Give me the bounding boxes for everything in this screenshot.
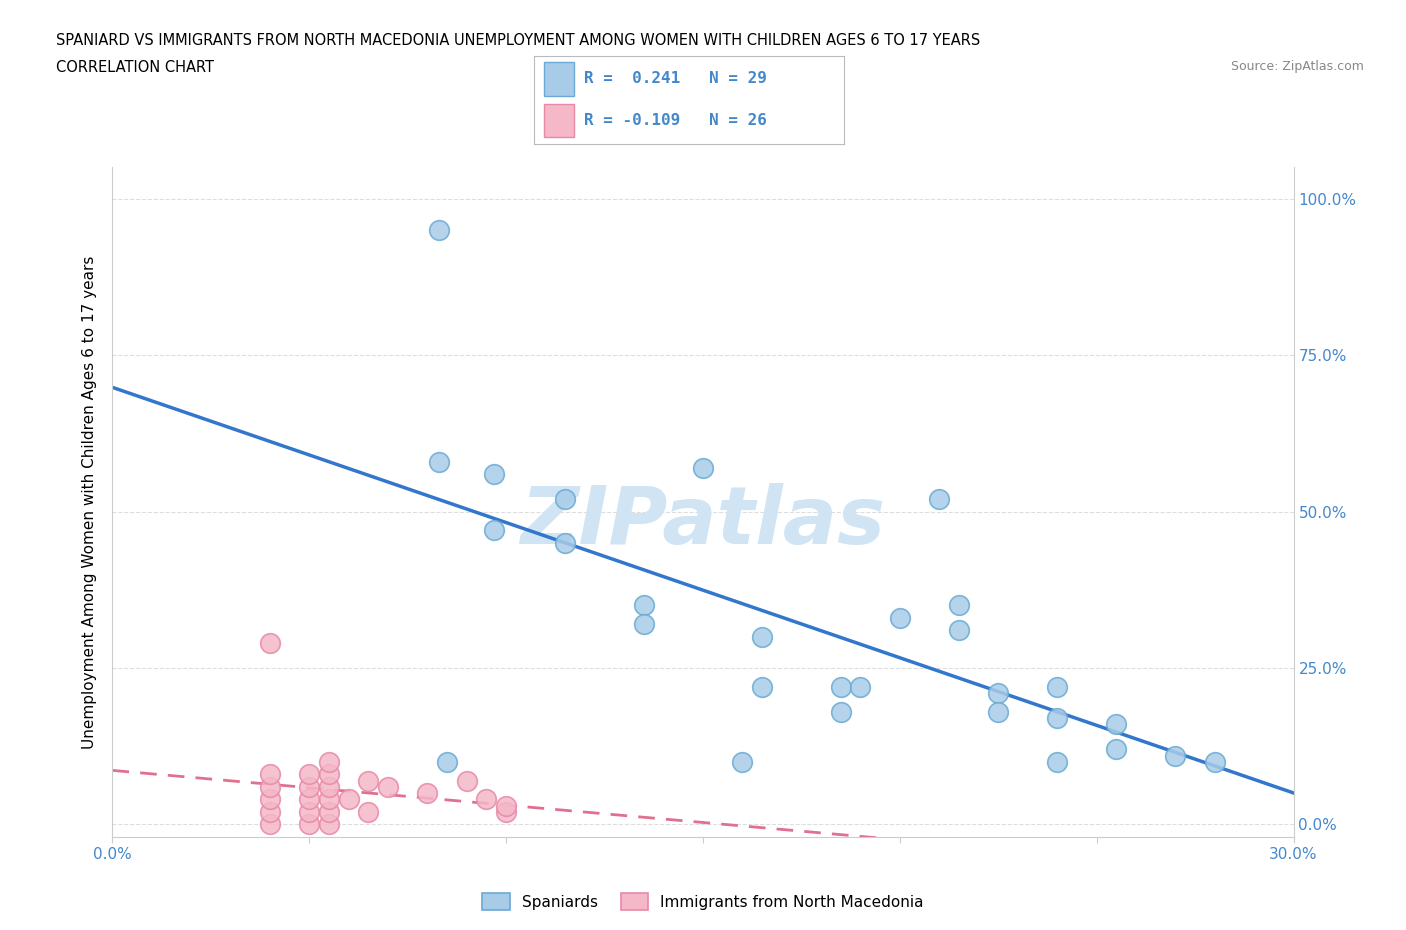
Point (298, 767, 321, 782)
Point (318, 792, 340, 807)
Text: Source: ZipAtlas.com: Source: ZipAtlas.com (1230, 60, 1364, 73)
Point (318, 817, 340, 832)
Point (928, 492, 950, 507)
Point (484, 523, 506, 538)
Point (318, 779, 340, 794)
Point (830, 680, 852, 695)
Point (948, 623, 970, 638)
Legend: Spaniards, Immigrants from North Macedonia: Spaniards, Immigrants from North Macedon… (477, 886, 929, 916)
Bar (544, 103, 575, 137)
Point (554, 492, 576, 507)
Point (337, 792, 360, 807)
Text: SPANIARD VS IMMIGRANTS FROM NORTH MACEDONIA UNEMPLOYMENT AMONG WOMEN WITH CHILDR: SPANIARD VS IMMIGRANTS FROM NORTH MACEDO… (56, 33, 980, 47)
Bar (544, 62, 575, 96)
Point (889, 610, 911, 625)
Point (259, 635, 281, 650)
Point (633, 598, 655, 613)
Text: CORRELATION CHART: CORRELATION CHART (56, 60, 214, 75)
Point (318, 754, 340, 769)
Point (259, 817, 281, 832)
Point (1046, 754, 1069, 769)
Text: R =  0.241   N = 29: R = 0.241 N = 29 (583, 72, 766, 86)
Point (298, 779, 321, 794)
Point (987, 685, 1010, 700)
Point (475, 792, 498, 807)
Text: R = -0.109   N = 26: R = -0.109 N = 26 (583, 113, 766, 127)
Point (731, 754, 754, 769)
Point (495, 798, 517, 813)
Y-axis label: Unemployment Among Women with Children Ages 6 to 17 years: Unemployment Among Women with Children A… (82, 256, 97, 749)
Point (298, 804, 321, 819)
Point (830, 704, 852, 719)
Point (751, 680, 773, 695)
Point (987, 704, 1010, 719)
Point (298, 792, 321, 807)
Point (298, 817, 321, 832)
Point (1105, 742, 1128, 757)
Point (318, 804, 340, 819)
Point (1046, 711, 1069, 725)
Point (484, 467, 506, 482)
Point (1164, 749, 1187, 764)
Point (259, 804, 281, 819)
Point (751, 630, 773, 644)
Point (554, 536, 576, 551)
Point (1046, 680, 1069, 695)
Point (692, 460, 714, 475)
Point (259, 779, 281, 794)
Point (427, 454, 450, 469)
Point (259, 792, 281, 807)
Point (495, 804, 517, 819)
Point (259, 767, 281, 782)
Point (1105, 717, 1128, 732)
Point (416, 786, 439, 801)
Point (948, 598, 970, 613)
Point (456, 773, 478, 788)
Point (633, 617, 655, 631)
Point (318, 767, 340, 782)
Text: ZIPatlas: ZIPatlas (520, 484, 886, 562)
Point (436, 754, 458, 769)
Point (357, 804, 380, 819)
Point (377, 779, 399, 794)
Point (849, 680, 872, 695)
Point (357, 773, 380, 788)
Point (427, 222, 450, 237)
Point (1204, 754, 1226, 769)
